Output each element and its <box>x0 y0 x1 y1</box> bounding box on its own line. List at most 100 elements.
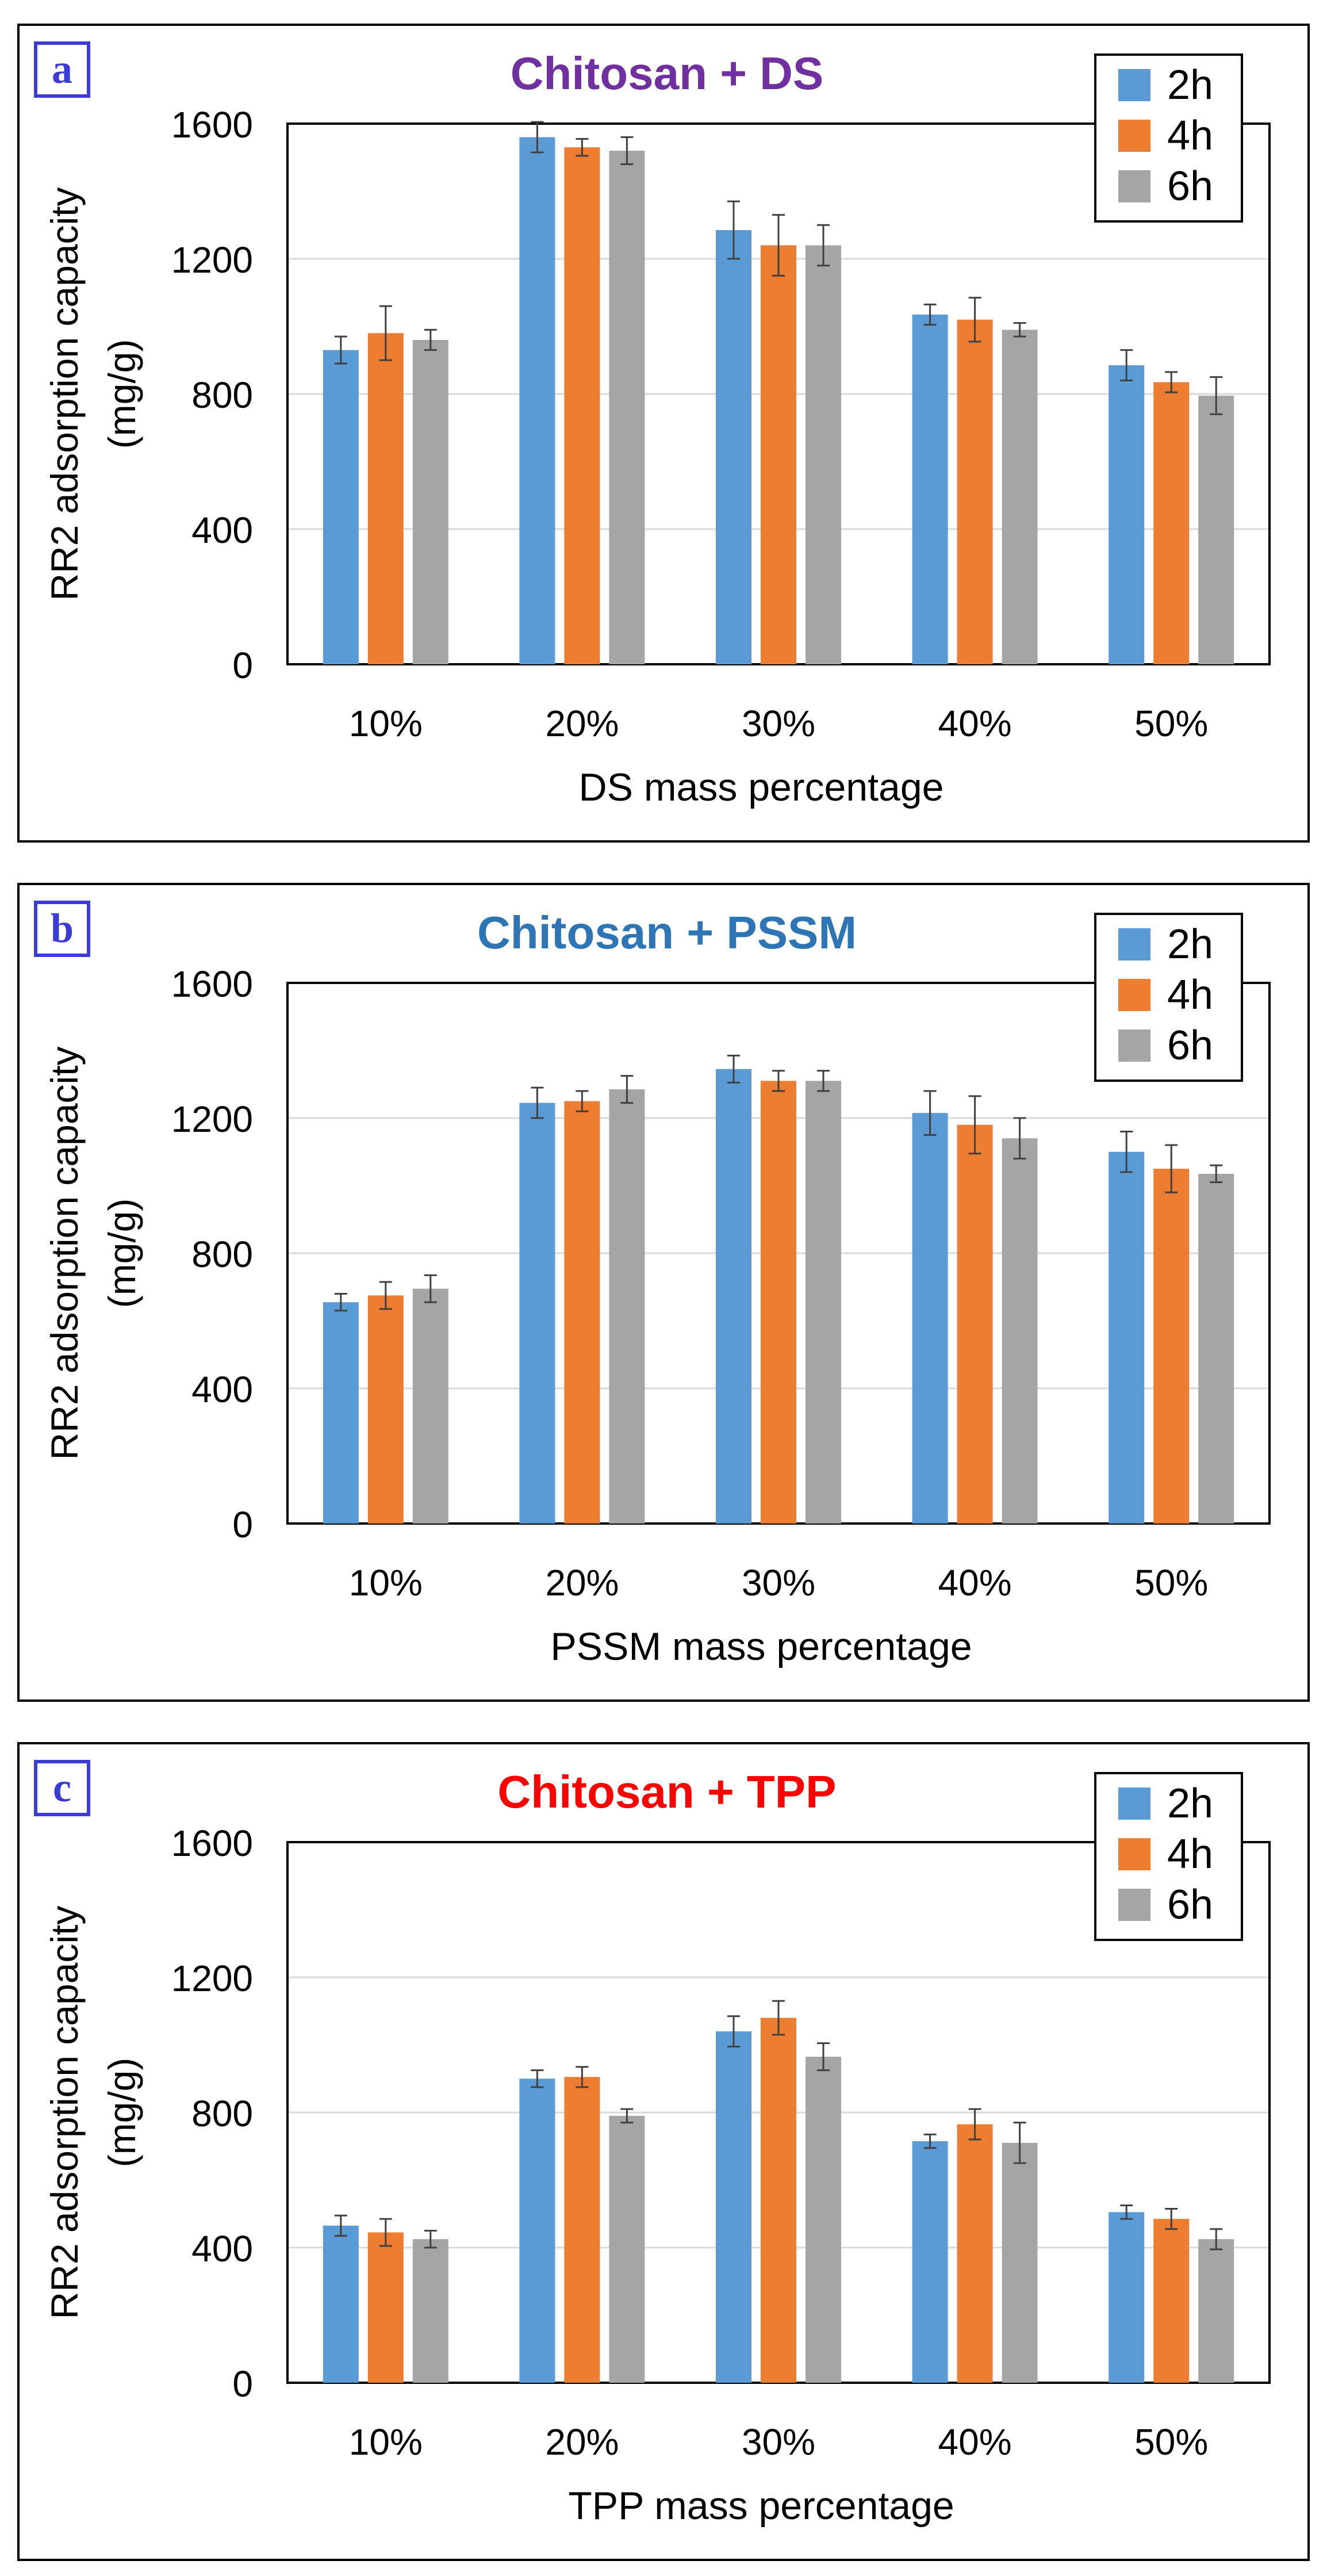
bar-6h-10pct <box>412 340 448 664</box>
bar-2h-50pct <box>1109 365 1145 664</box>
x-tick-label: 30% <box>742 1562 815 1603</box>
panel-label-box <box>34 901 90 957</box>
bar-2h-20pct <box>519 2079 555 2383</box>
y-tick-label: 400 <box>191 510 253 551</box>
x-tick-label: 10% <box>349 1562 423 1603</box>
chart-panel-c: 0 400 800 1200 1600 10% 20% 30% 40% 50% TPP mass p… <box>17 1742 1310 2561</box>
x-tick-label: 30% <box>742 2421 815 2463</box>
bars <box>323 1054 1234 1524</box>
legend-label-4h: 4h <box>1167 113 1213 159</box>
bar-6h-10pct <box>412 2239 448 2383</box>
bar-4h-40pct <box>957 1124 993 1524</box>
bar-2h-20pct <box>519 1103 555 1524</box>
bar-2h-50pct <box>1109 1151 1145 1524</box>
legend-label-6h: 6h <box>1167 1882 1213 1928</box>
y-tick-label: 800 <box>191 1234 253 1275</box>
legend-swatch-2h <box>1118 928 1150 960</box>
bar-4h-30pct <box>761 2018 796 2383</box>
bar-2h-30pct <box>716 2031 751 2383</box>
bar-6h-20pct <box>609 2115 645 2383</box>
y-tick-label: 0 <box>232 2363 253 2405</box>
legend-label-2h: 2h <box>1167 921 1213 967</box>
legend-label-2h: 2h <box>1167 62 1213 108</box>
bar-6h-50pct <box>1198 1173 1234 1524</box>
legend-swatch-6h <box>1118 1889 1150 1921</box>
chart-title: Chitosan + TPP <box>498 1766 837 1817</box>
chart-panel-b: 0 400 800 1200 1600 10% 20% 30% 40% 50% PSSM mass … <box>17 883 1310 1702</box>
x-axis-title: TPP mass percentage <box>568 2484 954 2528</box>
x-tick-label: 40% <box>938 2421 1012 2463</box>
y-tick-label: 1200 <box>171 1098 253 1140</box>
x-tick-labels: 10% 20% 30% 40% 50% <box>349 1562 1208 1603</box>
bar-2h-30pct <box>716 230 751 664</box>
y-tick-label: 0 <box>232 645 253 686</box>
bar-6h-40pct <box>1002 330 1038 664</box>
y-tick-label: 1600 <box>171 1823 253 1864</box>
bar-4h-20pct <box>564 2077 600 2383</box>
chart-title: Chitosan + PSSM <box>477 907 857 958</box>
y-tick-labels: 0 400 800 1200 1600 <box>171 963 253 1545</box>
bar-2h-10pct <box>323 2225 359 2383</box>
panel-label-box <box>34 41 90 98</box>
y-axis-title: RR2 adsorption capacity <box>43 187 86 600</box>
bar-6h-50pct <box>1198 395 1234 664</box>
bar-4h-30pct <box>761 245 796 664</box>
y-tick-label: 1600 <box>171 104 253 146</box>
legend-swatch-2h <box>1118 69 1150 101</box>
x-tick-label: 50% <box>1134 1562 1208 1603</box>
panel-frame <box>17 883 1310 1702</box>
y-axis-units: (mg/g) <box>101 2058 143 2168</box>
bar-4h-10pct <box>367 1295 404 1524</box>
x-tick-label: 20% <box>545 2421 619 2463</box>
bar-4h-20pct <box>564 1101 600 1524</box>
x-axis-title: PSSM mass percentage <box>550 1625 972 1668</box>
y-tick-labels: 0 400 800 1200 1600 <box>171 104 253 686</box>
bar-6h-20pct <box>609 1089 645 1524</box>
x-tick-label: 10% <box>349 703 423 744</box>
x-tick-labels: 10% 20% 30% 40% 50% <box>349 2421 1208 2463</box>
legend-swatch-2h <box>1118 1787 1150 1820</box>
legend-label-4h: 4h <box>1167 1831 1213 1877</box>
bar-2h-10pct <box>323 350 359 664</box>
y-axis-units: (mg/g) <box>101 339 143 449</box>
panel-label-box <box>34 1760 90 1816</box>
bar-2h-40pct <box>912 314 948 664</box>
bar-6h-30pct <box>806 2057 841 2383</box>
y-axis-title: RR2 adsorption capacity <box>43 1905 86 2319</box>
bar-6h-50pct <box>1198 2239 1234 2383</box>
x-tick-label: 10% <box>349 2421 423 2463</box>
legend: 2h 4h 6h <box>1094 913 1243 1082</box>
y-tick-label: 1200 <box>171 1958 253 1999</box>
x-tick-label: 30% <box>742 703 815 744</box>
legend-swatch-4h <box>1118 120 1150 152</box>
legend-label-2h: 2h <box>1167 1781 1213 1827</box>
y-tick-label: 1600 <box>171 963 253 1005</box>
bar-4h-50pct <box>1153 2219 1190 2383</box>
x-tick-label: 40% <box>938 703 1012 744</box>
chart-panel-a: 0 400 800 1200 1600 10% 20% 30% 40% 50% DS mass pe… <box>17 24 1310 843</box>
bar-4h-40pct <box>957 2124 993 2383</box>
y-axis-units: (mg/g) <box>101 1199 143 1308</box>
x-tick-label: 50% <box>1134 2421 1208 2463</box>
x-tick-label: 20% <box>545 703 619 744</box>
bar-6h-40pct <box>1002 2142 1038 2383</box>
bar-4h-50pct <box>1153 382 1190 664</box>
bar-2h-10pct <box>323 1302 359 1524</box>
legend-label-6h: 6h <box>1167 1023 1213 1069</box>
y-tick-label: 400 <box>191 1369 253 1410</box>
panel-frame <box>17 1742 1310 2561</box>
legend-label-4h: 4h <box>1167 972 1213 1018</box>
y-tick-label: 0 <box>232 1504 253 1545</box>
x-tick-label: 20% <box>545 1562 619 1603</box>
bar-4h-50pct <box>1153 1169 1190 1524</box>
chart-title: Chitosan + DS <box>511 48 824 99</box>
y-tick-labels: 0 400 800 1200 1600 <box>171 1823 253 2405</box>
bar-4h-40pct <box>957 319 993 664</box>
bar-4h-30pct <box>761 1081 796 1524</box>
y-tick-label: 800 <box>191 2093 253 2134</box>
bar-6h-30pct <box>806 1081 841 1524</box>
legend-label-6h: 6h <box>1167 163 1213 209</box>
bar-6h-30pct <box>806 245 841 664</box>
